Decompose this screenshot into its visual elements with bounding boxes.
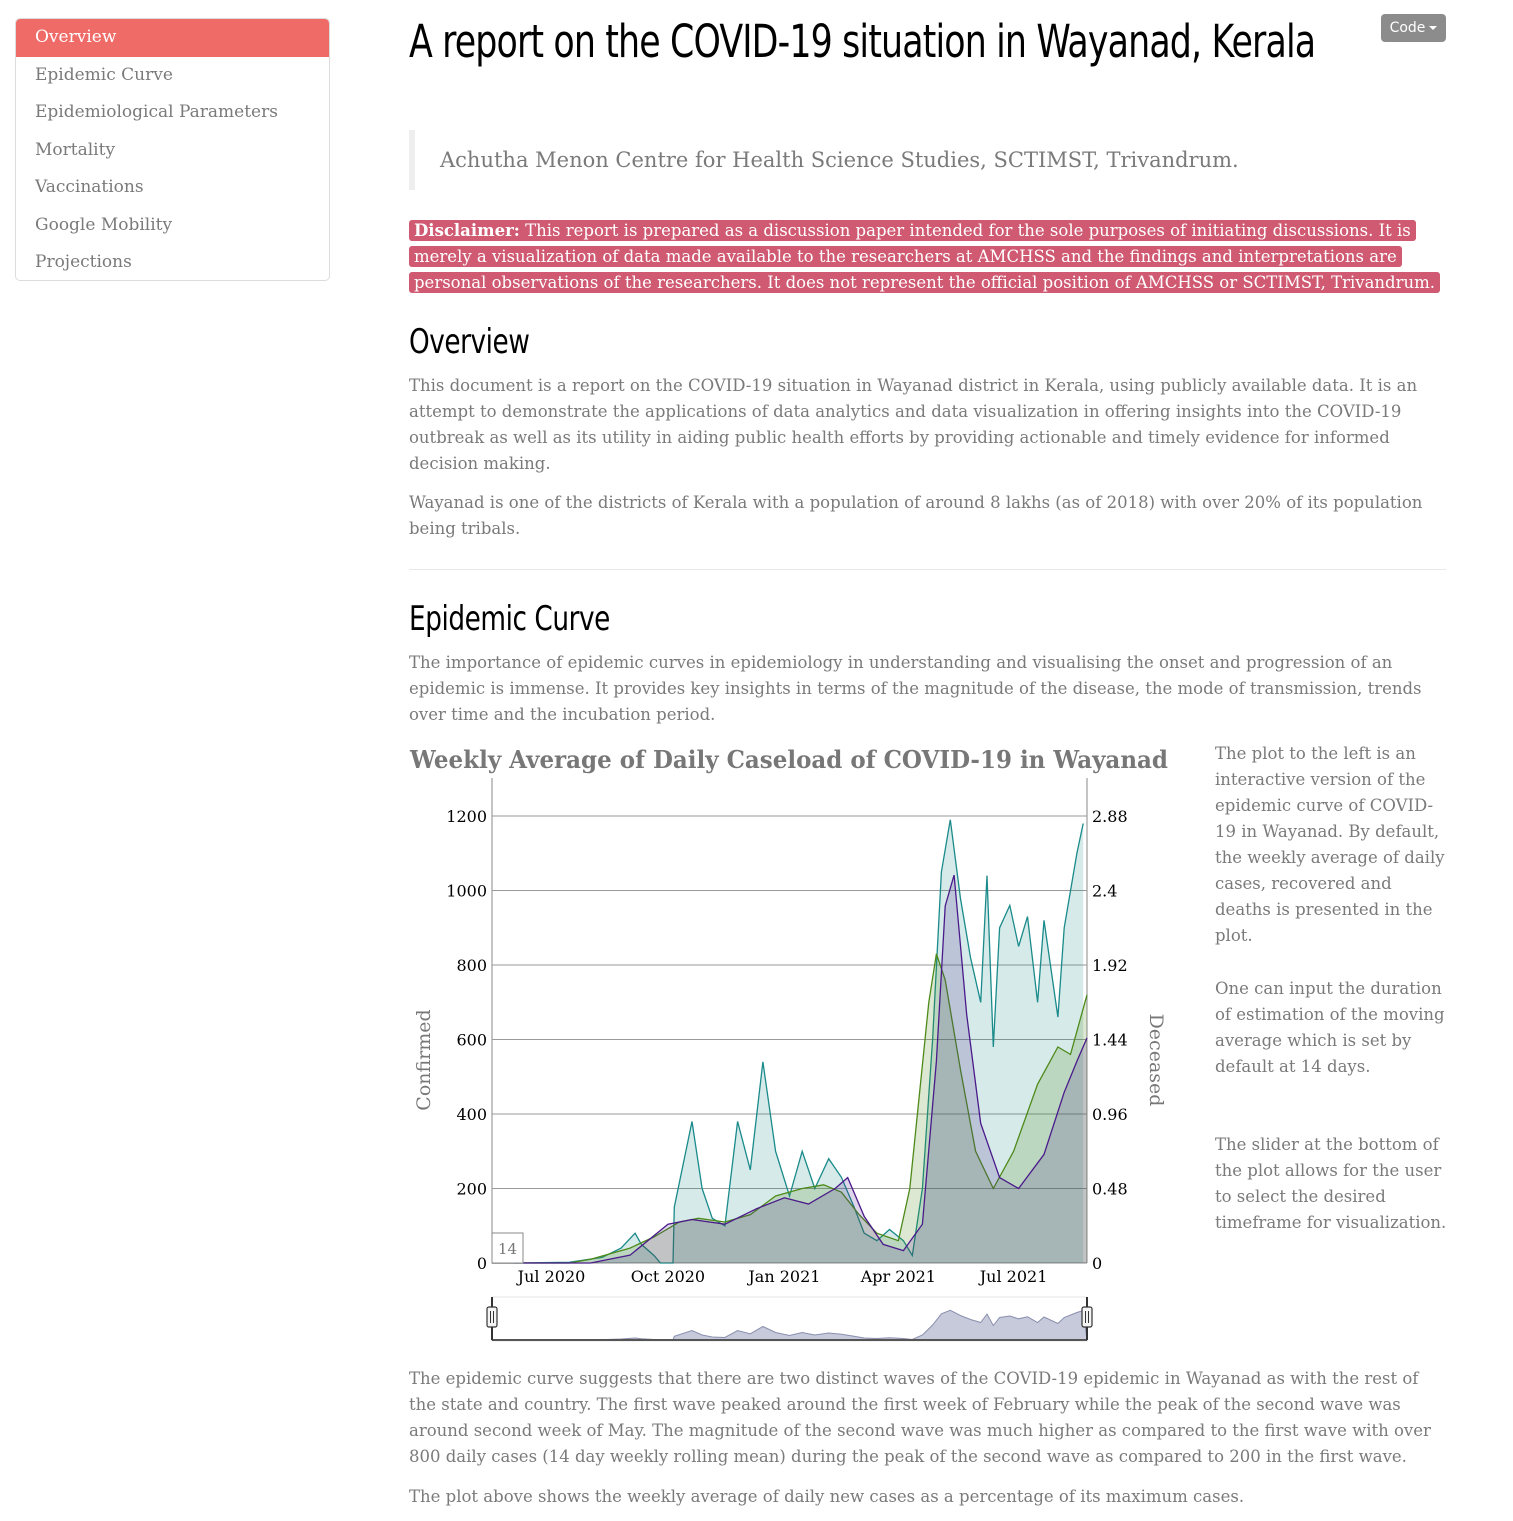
y-tick-label: 800 (456, 956, 487, 975)
chart-note-2: One can input the duration of estimation… (1215, 979, 1445, 1076)
rolling-period-input[interactable] (491, 1232, 524, 1264)
range-handle-left[interactable] (486, 1306, 498, 1328)
toc-item-vaccinations[interactable]: Vaccinations (35, 177, 144, 197)
series-line-confirmed[interactable] (492, 819, 1084, 1264)
y-tick-label: 600 (456, 1031, 487, 1050)
caret-down-icon (1429, 26, 1438, 30)
chart-note-3: The slider at the bottom of the plot all… (1215, 1135, 1447, 1232)
disclaimer-box: Disclaimer: This report is prepared as a… (409, 218, 1446, 296)
code-button[interactable]: Code (1381, 14, 1446, 42)
series-area-confirmed (492, 819, 1084, 1263)
y2-tick-label: 0.48 (1092, 1180, 1128, 1199)
series-area-deceased (492, 875, 1087, 1263)
x-tick-label: Oct 2020 (631, 1267, 705, 1286)
range-handle-right[interactable] (1081, 1306, 1093, 1328)
y-tick-label: 200 (456, 1180, 487, 1199)
epidemic-paragraph-2: The epidemic curve suggests that there a… (409, 1369, 1431, 1466)
toc-item-mortality[interactable]: Mortality (35, 139, 116, 160)
overview-paragraph-1: This document is a report on the COVID-1… (409, 376, 1418, 473)
y2-tick-label: 1.92 (1092, 956, 1128, 975)
chart-note-1: The plot to the left is an interactive v… (1215, 744, 1445, 945)
series-line-deceased[interactable] (492, 874, 1088, 1264)
toc-item-overview[interactable]: Overview (16, 19, 329, 57)
y2-tick-label: 0 (1092, 1254, 1102, 1273)
epidemic-curve-heading: Epidemic Curve (409, 599, 610, 639)
disclaimer-label: Disclaimer: (414, 221, 520, 240)
series-line-recovered[interactable] (492, 953, 1088, 1264)
toc-item-epidemic-curve[interactable]: Epidemic Curve (35, 64, 173, 85)
section-divider (409, 569, 1446, 570)
x-tick-label: Apr 2021 (860, 1267, 936, 1286)
epidemic-curve-chart[interactable]: Weekly Average of Daily Caseload of COVI… (405, 740, 1175, 1350)
toc-item-epidemiological-parameters[interactable]: Epidemiological Parameters (35, 102, 278, 122)
y2-axis-label: Deceased (1145, 1014, 1167, 1107)
table-of-contents: Overview Epidemic Curve Epidemiological Pa… (15, 18, 330, 281)
overview-heading: Overview (409, 322, 530, 362)
y2-tick-label: 2.88 (1092, 807, 1128, 826)
y-tick-label: 1000 (446, 882, 487, 901)
y2-tick-label: 1.44 (1092, 1031, 1128, 1050)
chart-title: Weekly Average of Daily Caseload of COVI… (409, 745, 1168, 774)
x-tick-label: Jul 2020 (516, 1267, 586, 1286)
y-tick-label: 1200 (446, 807, 487, 826)
y-tick-label: 400 (456, 1105, 487, 1124)
epidemic-paragraph-3: The plot above shows the weekly average … (409, 1487, 1245, 1506)
y2-tick-label: 0.96 (1092, 1105, 1128, 1124)
epidemic-paragraph-1: The importance of epidemic curves in epi… (409, 653, 1422, 724)
rolling-period-value: 14 (498, 1240, 517, 1258)
overview-paragraph-2: Wayanad is one of the districts of Keral… (409, 493, 1423, 538)
y-tick-label: 0 (477, 1254, 487, 1273)
y-axis-label: Confirmed (413, 1009, 435, 1110)
disclaimer-text: This report is prepared as a discussion … (414, 221, 1436, 292)
page-subtitle: Achutha Menon Centre for Health Science … (409, 130, 1440, 190)
toc-item-google-mobility[interactable]: Google Mobility (35, 214, 173, 235)
toc-item-projections[interactable]: Projections (35, 252, 132, 272)
y2-tick-label: 2.4 (1092, 882, 1117, 901)
x-tick-label: Jul 2021 (978, 1267, 1048, 1286)
code-button-label: Code (1389, 20, 1426, 36)
x-tick-label: Jan 2021 (746, 1267, 820, 1286)
page-title: A report on the COVID-19 situation in Wa… (409, 15, 1316, 68)
